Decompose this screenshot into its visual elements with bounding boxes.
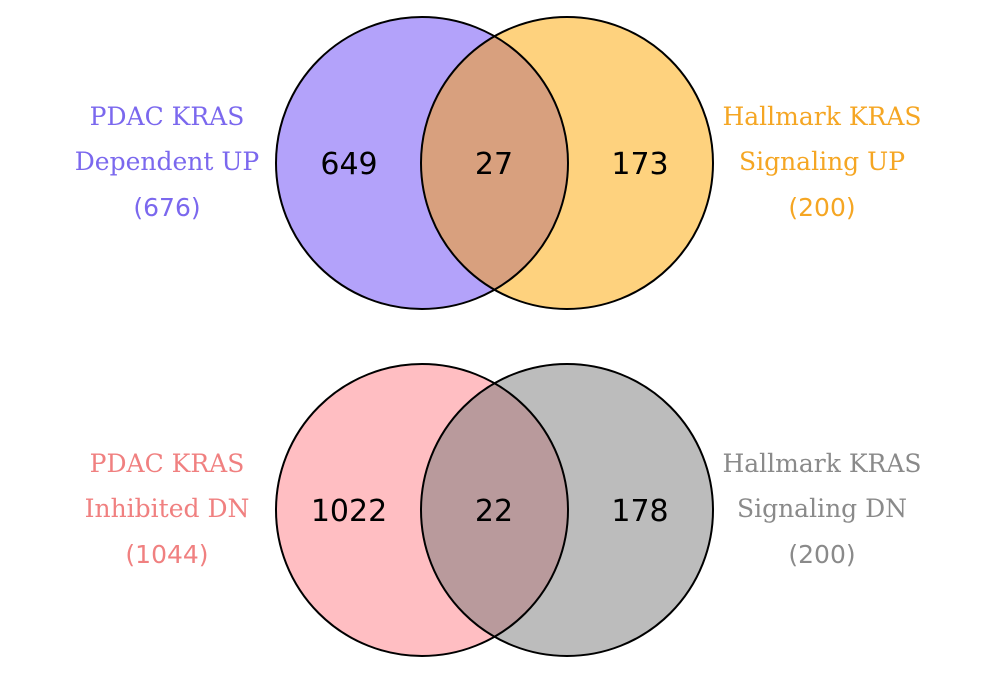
venn-bottom: 1022 22 178 PDAC KRAS Inhibited DN (1044… [85, 363, 922, 657]
venn-top-left-label-line2: Dependent UP [75, 147, 260, 176]
venn-top-right-label-line2: Signaling UP [739, 147, 905, 176]
venn-top-left-only-count: 649 [320, 147, 377, 182]
venn-top-right-label-line1: Hallmark KRAS [722, 102, 921, 131]
venn-top-left-label-line1: PDAC KRAS [90, 102, 245, 131]
venn-bottom-left-outline [275, 363, 569, 657]
venn-bottom-right-label-line2: Signaling DN [737, 494, 907, 523]
venn-bottom-right-outline [420, 363, 714, 657]
venn-bottom-left-total: (1044) [125, 540, 208, 569]
venn-top-left-outline [275, 16, 569, 310]
venn-top: 649 27 173 PDAC KRAS Dependent UP (676) … [75, 16, 922, 310]
venn-bottom-left-only-count: 1022 [311, 494, 387, 529]
venn-bottom-overlap-count: 22 [475, 494, 513, 529]
venn-top-overlap-count: 27 [475, 147, 513, 182]
venn-bottom-right-total: (200) [788, 540, 855, 569]
venn-bottom-left-label-line1: PDAC KRAS [90, 449, 245, 478]
venn-top-right-only-count: 173 [611, 147, 668, 182]
venn-top-left-total: (676) [133, 193, 200, 222]
venn-bottom-right-label-line1: Hallmark KRAS [722, 449, 921, 478]
venn-bottom-left-label-line2: Inhibited DN [85, 494, 250, 523]
venn-top-right-outline [420, 16, 714, 310]
venn-top-right-total: (200) [788, 193, 855, 222]
venn-bottom-right-only-count: 178 [611, 494, 668, 529]
